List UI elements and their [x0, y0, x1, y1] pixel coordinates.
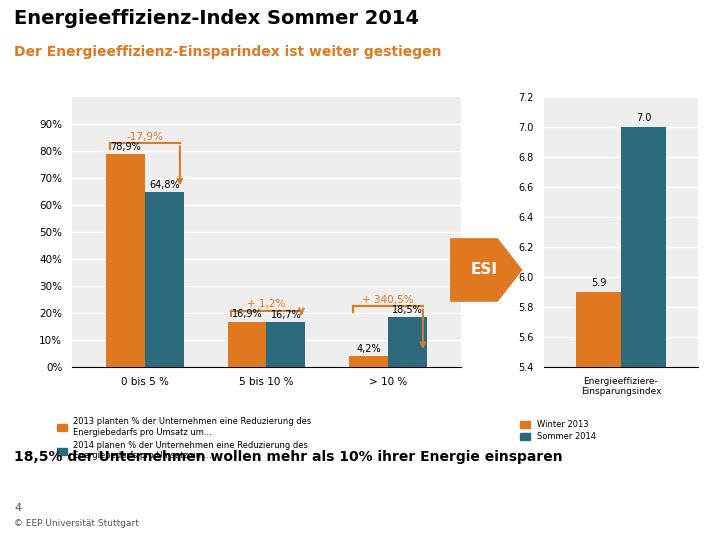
Bar — [228, 321, 266, 367]
Text: -17,9%: -17,9% — [127, 132, 163, 142]
Text: 16,7%: 16,7% — [271, 310, 301, 320]
Text: 16,9%: 16,9% — [232, 309, 262, 319]
Bar — [388, 317, 427, 367]
FancyArrow shape — [451, 239, 521, 301]
Text: 5.9: 5.9 — [591, 278, 606, 288]
Text: 18,5%: 18,5% — [392, 305, 423, 315]
Text: 4: 4 — [14, 503, 22, 513]
Bar — [576, 292, 621, 540]
Text: Energieeffizienz-Index Sommer 2014: Energieeffizienz-Index Sommer 2014 — [14, 9, 419, 28]
Legend: Winter 2013, Sommer 2014: Winter 2013, Sommer 2014 — [520, 420, 595, 441]
Bar — [621, 127, 666, 540]
Legend: 2013 planten % der Unternehmen eine Reduzierung des
Energiebedarfs pro Umsatz um: 2013 planten % der Unternehmen eine Redu… — [57, 417, 312, 460]
Text: 18,5% der Unternehmen wollen mehr als 10% ihrer Energie einsparen: 18,5% der Unternehmen wollen mehr als 10… — [14, 450, 563, 464]
Bar — [106, 154, 145, 367]
Bar — [145, 192, 184, 367]
Text: + 340,5%: + 340,5% — [362, 295, 414, 305]
Text: 4,2%: 4,2% — [356, 343, 381, 354]
Bar — [266, 322, 305, 367]
Text: 64,8%: 64,8% — [149, 180, 180, 190]
Text: 7.0: 7.0 — [636, 113, 651, 123]
Text: + 1,2%: + 1,2% — [247, 299, 286, 309]
Text: © EEP Universität Stuttgart: © EEP Universität Stuttgart — [14, 518, 139, 528]
Text: ESI: ESI — [471, 262, 498, 278]
Text: Der Energieeffizienz-Einsparindex ist weiter gestiegen: Der Energieeffizienz-Einsparindex ist we… — [14, 45, 442, 59]
Bar — [349, 356, 388, 367]
Text: 78,9%: 78,9% — [110, 142, 141, 152]
